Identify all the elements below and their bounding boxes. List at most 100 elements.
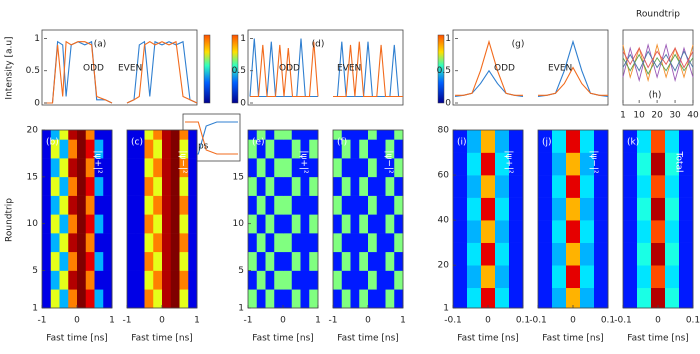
heatmap-cell bbox=[637, 220, 652, 243]
heatmap-cell bbox=[509, 242, 524, 266]
heatmap-cell bbox=[50, 158, 60, 178]
heatmap-cell bbox=[333, 176, 343, 196]
heatmap-cell bbox=[144, 176, 154, 196]
heatmap-cell bbox=[265, 176, 275, 196]
heatmap-cell bbox=[376, 195, 386, 215]
heatmap-cell bbox=[623, 242, 638, 266]
heatmap-cell bbox=[538, 130, 553, 153]
heatmap-cell bbox=[179, 214, 189, 234]
heatmap-cell bbox=[94, 158, 104, 178]
heatmap-cell bbox=[274, 289, 284, 309]
heatmap-cell bbox=[94, 139, 104, 159]
heatmap-cell bbox=[509, 265, 524, 289]
heatmap-cell bbox=[135, 139, 145, 159]
line bbox=[622, 43, 694, 83]
heatmap-cell bbox=[42, 289, 52, 309]
heatmap-cell bbox=[368, 158, 378, 178]
panel-title: EVEN bbox=[548, 64, 572, 74]
heatmap-cell bbox=[341, 270, 351, 290]
heatmap-cell bbox=[59, 176, 69, 196]
heatmap-cell bbox=[68, 158, 78, 178]
heatmap-cell bbox=[481, 220, 496, 243]
x-tick-label: -0.1 bbox=[529, 316, 547, 326]
heatmap-cell bbox=[309, 130, 319, 140]
heatmap-cell bbox=[679, 220, 694, 243]
heatmap-cell bbox=[623, 152, 638, 176]
heatmap-cell bbox=[127, 270, 137, 290]
heatmap-cell bbox=[94, 270, 104, 290]
heatmap-cell bbox=[309, 195, 319, 215]
heatmap-cell bbox=[665, 287, 680, 309]
x-tick-label: 0 bbox=[74, 316, 80, 326]
heatmap-cell bbox=[59, 233, 69, 253]
heatmap-cell bbox=[453, 175, 468, 198]
y-tick-label: 0.5 bbox=[232, 66, 246, 76]
heatmap-cell bbox=[552, 152, 567, 176]
heatmap-cell bbox=[333, 270, 343, 290]
heatmap-cell bbox=[153, 214, 163, 234]
heatmap-cell bbox=[127, 139, 137, 159]
heatmap-cell bbox=[283, 251, 293, 271]
heatmap-cell bbox=[135, 130, 145, 140]
heatmap-cell bbox=[651, 152, 666, 176]
heatmap-cell bbox=[385, 289, 395, 309]
heatmap-cell bbox=[77, 289, 87, 309]
heatmap-cell bbox=[481, 152, 496, 176]
y-tick-label: 15 bbox=[27, 172, 38, 182]
heatmap-cell bbox=[665, 175, 680, 198]
heatmap-cell bbox=[394, 158, 404, 178]
heatmap-cell bbox=[274, 251, 284, 271]
heatmap-cell bbox=[665, 197, 680, 221]
heatmap-cell bbox=[265, 158, 275, 178]
panel-title: EVEN bbox=[118, 64, 142, 74]
heatmap-cell bbox=[144, 270, 154, 290]
heatmap-cell bbox=[162, 233, 172, 253]
heatmap-cell bbox=[248, 214, 258, 234]
heatmap-cell bbox=[665, 242, 680, 266]
heatmap-cell bbox=[283, 176, 293, 196]
heatmap-cell bbox=[651, 287, 666, 309]
heatmap-cell bbox=[679, 130, 694, 153]
heatmap-cell bbox=[580, 130, 595, 153]
heatmap-cell bbox=[162, 214, 172, 234]
x-axis-label: Fast time [ns] bbox=[46, 334, 108, 344]
heatmap-cell bbox=[135, 176, 145, 196]
heatmap-cell bbox=[300, 233, 310, 253]
heatmap-cell bbox=[467, 130, 482, 153]
heatmap-cell bbox=[467, 220, 482, 243]
x-tick-label: -1 bbox=[244, 316, 253, 326]
heatmap-cell bbox=[376, 270, 386, 290]
heatmap-cell bbox=[248, 270, 258, 290]
heatmap-cell bbox=[127, 158, 137, 178]
heatmap-cell bbox=[309, 270, 319, 290]
heatmap-cell bbox=[333, 158, 343, 178]
x-tick-label: 1 bbox=[315, 316, 321, 326]
heatmap-cell bbox=[291, 289, 301, 309]
heatmap-cell bbox=[333, 251, 343, 271]
heatmap-cell bbox=[256, 251, 266, 271]
heatmap-cell bbox=[179, 195, 189, 215]
heatmap-cell bbox=[580, 287, 595, 309]
heatmap-cell bbox=[467, 197, 482, 221]
heatmap-cell bbox=[256, 289, 266, 309]
heatmap-cell bbox=[135, 233, 145, 253]
heatmap-cell bbox=[103, 270, 113, 290]
x-tick-label: -1 bbox=[38, 316, 47, 326]
annotation: (i) bbox=[457, 138, 467, 148]
heatmap-cell bbox=[623, 175, 638, 198]
heatmap-cell bbox=[394, 289, 404, 309]
line bbox=[622, 47, 694, 69]
heatmap-cell bbox=[359, 251, 369, 271]
x-tick-label: 1 bbox=[400, 316, 406, 326]
heatmap-cell bbox=[274, 176, 284, 196]
heatmap-cell bbox=[77, 251, 87, 271]
heatmap-cell bbox=[153, 130, 163, 140]
heatmap-cell bbox=[637, 130, 652, 153]
heatmap-cell bbox=[341, 130, 351, 140]
heatmap-cell bbox=[179, 251, 189, 271]
heatmap-cell bbox=[42, 195, 52, 215]
heatmap-cell bbox=[256, 130, 266, 140]
heatmap-cell bbox=[283, 270, 293, 290]
heatmap-cell bbox=[359, 289, 369, 309]
heatmap-cell bbox=[359, 176, 369, 196]
